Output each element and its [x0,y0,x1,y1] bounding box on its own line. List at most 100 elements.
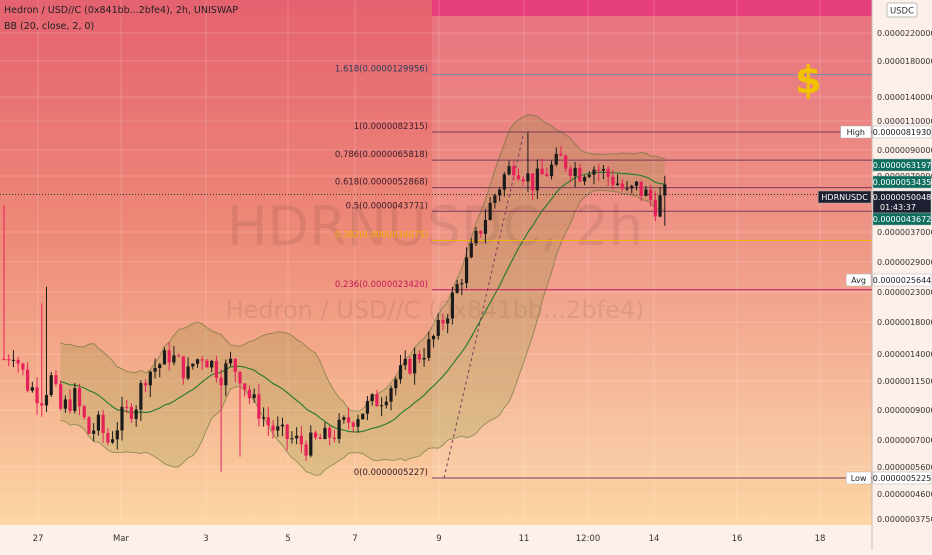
candle-body [380,405,384,407]
fib-level-label: 0.786(0.0000065818) [335,150,428,160]
currency-badge-bg[interactable] [886,2,918,18]
candle-body [262,417,266,419]
candle-body [115,430,119,440]
price-tag-bg [872,125,932,139]
price-tag-name-bg [817,190,872,204]
candle-body [535,168,539,191]
candle-body [158,364,162,368]
price-tick-label: 0.0000029000 [877,258,932,267]
candle-body [44,395,49,406]
chart-title[interactable]: Hedron / USD//C (0x841bb...2bfe4), 2h, U… [4,5,238,16]
candle-body [295,435,299,439]
candle-body [134,409,138,419]
price-tick-label: 0.0000011500 [877,377,932,386]
candle-body [63,399,67,409]
candle-body [210,360,214,368]
candle-body [110,439,115,443]
price-tag-name-bg [845,471,872,485]
candle-body [441,319,445,324]
candle-body [375,394,379,407]
candle-body [469,243,473,258]
candle-body [276,426,280,431]
candle-body [309,432,313,456]
price-tick-label: 0.0000220000 [877,29,932,38]
price-tag-value: 0.0000043672 [873,215,932,224]
candle-body [549,164,554,177]
candle-body [408,358,412,374]
candle-body [247,389,252,398]
candle-body [455,284,459,293]
price-tag-value: 0.0000050048 [873,193,932,202]
candle-body [361,413,365,420]
price-tick-label: 0.0000037000 [877,228,932,237]
candle-body [49,375,53,396]
price-tag-name-bg [845,273,872,287]
candle-body [181,356,185,379]
candle-body [59,383,63,409]
price-tag-value: 0.0000053435 [873,178,932,187]
price-tick-label: 0.0000004600 [877,490,932,499]
time-tick-label: 12:00 [576,534,601,544]
candle-body [125,406,129,408]
fib-region-shade [432,0,872,480]
candle-body [479,230,483,234]
price-tick-label: 0.0000090000 [877,146,932,155]
currency-badge[interactable]: USDC [890,7,914,17]
candle-body [106,433,110,443]
candle-body [129,406,134,419]
candle-body [285,424,289,440]
time-tick-label: 9 [436,534,441,544]
candle-body [337,419,341,439]
price-tick-label: 0.0000007000 [877,436,932,445]
candle-body [545,174,549,177]
time-tick-label: 11 [519,534,530,544]
fib-level-label: 1.618(0.0000129956) [335,65,428,75]
candle-body [488,202,492,220]
price-tag-bg [872,158,932,172]
candle-body [450,292,454,319]
fib-level-label: 0(0.0000005227) [354,468,428,478]
candle-body [101,414,105,434]
candlesticks [2,132,667,472]
candle-body [502,174,506,190]
bb-lower [60,189,665,477]
price-tag-name: HDRNUSDC [821,193,868,202]
candle-body [512,166,516,176]
fib-retracement[interactable]: 2.618(0.0000339084)1.618(0.0000129956)1(… [0,0,872,479]
candle-body [92,430,96,434]
candle-body [35,387,39,404]
fib-level-label: 0.618(0.0000052868) [335,178,428,188]
indicator-label[interactable]: BB (20, close, 2, 0) [4,21,95,32]
candle-body [148,371,152,386]
bb-basis [60,171,665,433]
candle-body [144,383,148,386]
candle-body [653,199,657,217]
candle-body [592,169,596,175]
candle-body [82,406,86,418]
fib-level-label: 1(0.0000082315) [354,122,428,132]
price-tick-label: 0.0000180000 [877,57,932,66]
time-tick-label: 5 [285,534,290,544]
candle-body [304,444,308,456]
candle-body [644,189,648,196]
candle-body [460,283,464,285]
price-tag-name: Avg [851,276,866,285]
candle-body [564,155,568,169]
candle-body [663,184,667,196]
candle-body [266,417,270,426]
price-tag-value: 0.0000025644 [873,276,932,285]
candle-body [568,168,572,176]
candle-body [172,355,176,363]
candle-body [228,358,233,364]
candle-body [68,399,72,411]
price-labels: 0.0000081930 High 0.0000063197 0.0000053435… [817,125,932,485]
candle-body [616,183,620,185]
candle-body [526,173,530,182]
price-tag-bg [872,471,932,485]
candle-body [318,437,322,439]
candle-body [54,375,58,384]
candle-body [7,359,11,361]
candle-body [162,350,167,365]
candle-body [346,417,351,423]
